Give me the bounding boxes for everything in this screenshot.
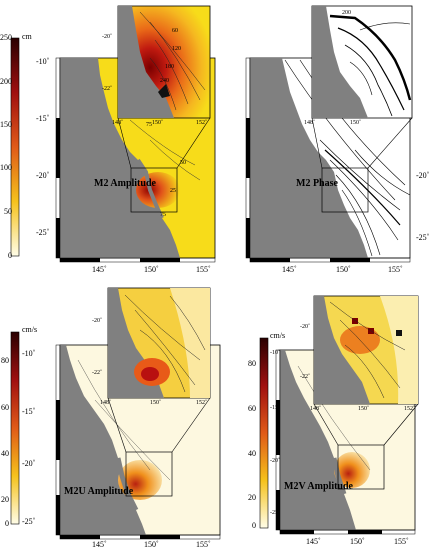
lon-tick: 150˚: [144, 265, 159, 274]
m2-amplitude-panel: [10, 5, 216, 263]
inset-contour-label: 200: [342, 10, 351, 16]
inset-lat-tick: -22˚: [102, 86, 112, 92]
cbar-tick: 0: [5, 519, 9, 528]
lat-tick: -25˚: [270, 510, 280, 516]
lon-tick: 155˚: [196, 540, 211, 549]
contour-label: 25: [170, 188, 176, 194]
inset-lon-tick: 148˚: [304, 120, 315, 126]
cbar-tick: 80: [248, 359, 256, 368]
inset-lon-tick: 152˚: [404, 406, 415, 412]
inset-lon-tick: 150˚: [152, 120, 163, 126]
lat-tick: -20˚: [22, 459, 36, 468]
contour-label: 75: [146, 122, 152, 128]
panel-title-m2u: M2U Amplitude: [64, 486, 134, 497]
lon-tick: 145˚: [282, 265, 297, 274]
lon-tick: 155˚: [196, 265, 211, 274]
lon-tick: 150˚: [144, 540, 159, 549]
panel-title-m2v: M2V Amplitude: [284, 481, 353, 492]
cbar-tick: 40: [248, 449, 256, 458]
contour-label: 240: [160, 78, 169, 84]
m2u-amplitude-panel: [10, 287, 221, 540]
inset-lat-tick: -22˚: [92, 370, 102, 376]
cbar-tick: 20: [248, 493, 256, 502]
lon-tick: 145˚: [92, 540, 107, 549]
m2v-amplitude-panel: [259, 295, 419, 535]
lon-tick: 150˚: [336, 265, 351, 274]
cbar-tick: 20: [1, 495, 9, 504]
inset-lon-tick: 150˚: [150, 400, 161, 406]
cbar-tick: 0: [252, 521, 256, 530]
cbar-tick: 40: [1, 449, 9, 458]
lat-tick: -25˚: [416, 233, 430, 242]
inset-lat-tick: -20˚: [92, 318, 102, 324]
cbar-tick: 100: [0, 163, 12, 172]
inset-lat-tick: -20˚: [102, 34, 112, 40]
cbar-tick: 60: [248, 404, 256, 413]
land-mass: [60, 58, 180, 258]
lat-tick: -15˚: [22, 407, 36, 416]
lat-tick: -25˚: [22, 517, 36, 526]
cbar-tick: 60: [1, 403, 9, 412]
panel-title-m2-phase: M2 Phase: [296, 178, 338, 189]
colorbar-m2v: [259, 337, 269, 529]
cbar-tick: 0: [8, 251, 12, 260]
lat-tick: -10˚: [22, 349, 36, 358]
lon-tick: 145˚: [306, 537, 321, 546]
inset-lon-tick: 150˚: [358, 406, 369, 412]
inset-lon-tick: 148˚: [112, 120, 123, 126]
inset-lat-tick: -22˚: [300, 374, 310, 380]
cbar-tick: 200: [0, 77, 12, 86]
inset-lon-tick: 152˚: [196, 400, 207, 406]
inset-lon-tick: 148˚: [100, 400, 111, 406]
lon-tick: 155˚: [388, 265, 403, 274]
inset-lon-tick: 150˚: [350, 120, 361, 126]
contour-label: 75: [160, 212, 166, 218]
contour-label: 50: [180, 160, 186, 166]
lon-tick: 150˚: [350, 537, 365, 546]
lat-tick: -15˚: [36, 114, 50, 123]
lat-tick: -20˚: [270, 458, 280, 464]
lat-tick: -10˚: [36, 57, 50, 66]
contour-label: 120: [172, 46, 181, 52]
colorbar-unit-m2u: cm/s: [22, 325, 38, 334]
lat-tick: -15˚: [270, 405, 280, 411]
lat-tick: -20˚: [36, 171, 50, 180]
panel-title-m2-amplitude: M2 Amplitude: [94, 178, 156, 189]
contour-label: 180: [165, 64, 174, 70]
cbar-tick: 80: [1, 356, 9, 365]
lat-tick: -20˚: [416, 171, 430, 180]
m2-phase-panel: [245, 5, 413, 263]
cbar-tick: 50: [4, 207, 12, 216]
lon-tick: 145˚: [92, 265, 107, 274]
contour-label: 60: [172, 28, 178, 34]
lat-tick: -25˚: [36, 228, 50, 237]
inset-lon-tick: 152˚: [196, 120, 207, 126]
colorbar-m2-amplitude: [10, 37, 20, 257]
lon-tick: 155˚: [394, 537, 409, 546]
cbar-tick: 150: [0, 120, 12, 129]
colorbar-m2u: [10, 331, 20, 525]
inset-lon-tick: 148˚: [310, 406, 321, 412]
lat-tick: -10˚: [270, 350, 280, 356]
colorbar-unit-m2-amplitude: cm: [22, 32, 32, 41]
cbar-tick: 250: [0, 33, 12, 42]
colorbar-unit-m2v: cm/s: [270, 331, 286, 340]
inset-lat-tick: -20˚: [300, 324, 310, 330]
